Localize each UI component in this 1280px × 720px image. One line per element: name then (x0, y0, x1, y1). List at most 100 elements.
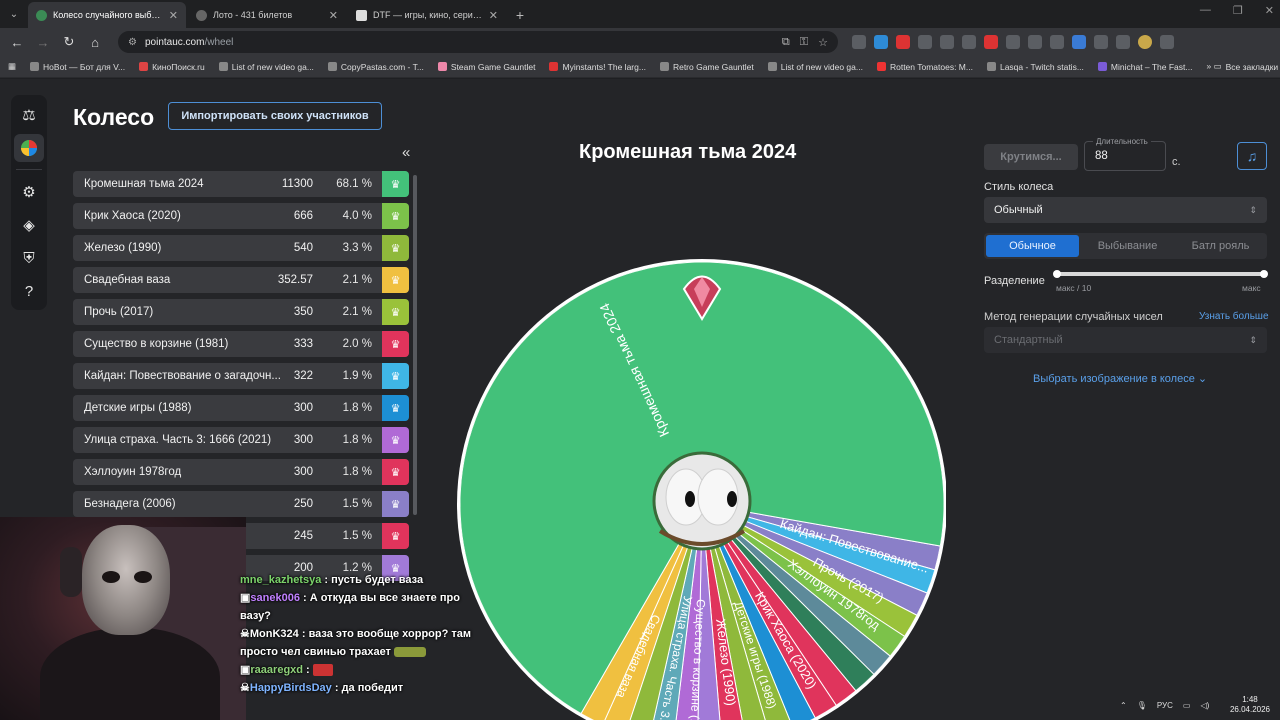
mode-battle-royale[interactable]: Батл рояль (1191, 240, 1250, 252)
puzzle-icon[interactable] (1094, 35, 1108, 49)
chevron-up-icon[interactable]: ⌃ (1120, 700, 1127, 710)
extension-icon[interactable] (874, 35, 888, 49)
gear-icon[interactable]: ⚙ (22, 183, 36, 201)
bookmark[interactable]: Lasqa - Twitch statis... (986, 62, 1084, 72)
bookmark[interactable]: List of new video ga... (218, 62, 314, 72)
bookmark[interactable]: Retro Game Gauntlet (659, 62, 754, 72)
network-icon[interactable]: ▭ (1182, 700, 1191, 710)
extension-icon[interactable] (1028, 35, 1042, 49)
scrollbar[interactable] (413, 175, 417, 515)
bookmark[interactable]: Steam Game Gauntlet (437, 62, 535, 72)
layers-icon[interactable]: ◈ (23, 216, 35, 234)
trophy-icon[interactable]: ♛ (382, 171, 409, 197)
bookmark[interactable]: КиноПоиск.ru (139, 62, 205, 72)
import-participants-button[interactable]: Импортировать своих участников (168, 102, 382, 130)
reload-icon[interactable]: ↻ (63, 34, 75, 49)
trophy-icon[interactable]: ♛ (382, 299, 409, 325)
participant-row[interactable]: Существо в корзине (1981) 333 2.0 % ♛ (73, 331, 409, 357)
trophy-icon[interactable]: ♛ (382, 427, 409, 453)
minimize-icon[interactable]: — (1199, 4, 1211, 16)
trophy-icon[interactable]: ♛ (382, 523, 409, 549)
language-indicator[interactable]: РУС (1156, 700, 1173, 710)
trophy-icon[interactable]: ♛ (382, 267, 409, 293)
extension-icon[interactable] (1006, 35, 1020, 49)
close-window-icon[interactable]: ✕ (1264, 5, 1274, 17)
extension-icon[interactable] (1050, 35, 1064, 49)
bookmark[interactable]: HoBot — Бот для V... (30, 62, 125, 72)
split-slider[interactable] (1054, 272, 1267, 276)
extension-icon[interactable] (1072, 35, 1086, 49)
tab-dtf[interactable]: DTF — игры, кино, сериалы, р ✕ (348, 2, 506, 28)
participant-row[interactable]: Хэллоуин 1978год 300 1.8 % ♛ (73, 459, 409, 485)
site-info-icon[interactable]: ⚙ (128, 36, 137, 48)
choose-image-link[interactable]: Выбрать изображение в колесе ⌄ (1033, 372, 1207, 385)
learn-more-link[interactable]: Узнать больше (1199, 311, 1269, 322)
bookmark-star-icon[interactable]: ☆ (818, 36, 828, 49)
extension-icon[interactable] (896, 35, 910, 49)
slider-thumb-min[interactable] (1053, 270, 1061, 278)
close-tab-icon[interactable]: ✕ (488, 9, 498, 22)
trophy-icon[interactable]: ♛ (382, 395, 409, 421)
mode-elimination[interactable]: Выбывание (1097, 240, 1158, 252)
tab-wheel[interactable]: Колесо случайного выбора – ✕ (28, 2, 186, 28)
mic-icon[interactable]: 🎙 (1136, 700, 1147, 710)
wheel-icon[interactable] (14, 134, 44, 163)
style-select[interactable]: Обычный ⇕ (984, 197, 1267, 223)
participant-row[interactable]: Свадебная ваза 352.57 2.1 % ♛ (73, 267, 409, 293)
trophy-icon[interactable]: ♛ (382, 235, 409, 261)
duration-value[interactable]: 88 (1095, 150, 1108, 162)
extension-icon[interactable] (962, 35, 976, 49)
trophy-icon[interactable]: ♛ (382, 331, 409, 357)
extension-icon[interactable] (984, 35, 998, 49)
participant-row[interactable]: Детские игры (1988) 300 1.8 % ♛ (73, 395, 409, 421)
auction-gavel-icon[interactable]: ⚖ (22, 107, 36, 124)
tab-search-icon[interactable]: ⌄ (9, 8, 19, 20)
bookmark[interactable]: Myinstants! The larg... (549, 62, 646, 72)
participant-row[interactable]: Кромешная тьма 2024 11300 68.1 % ♛ (73, 171, 409, 197)
trophy-icon[interactable]: ♛ (382, 363, 409, 389)
clock[interactable]: 1:48 26.04.2026 (1230, 695, 1270, 715)
trophy-icon[interactable]: ♛ (382, 555, 409, 581)
address-bar[interactable]: ⚙ pointauc.com/wheel ⧉ ⚿ ☆ (118, 31, 838, 53)
help-icon[interactable]: ? (24, 282, 34, 300)
participant-row[interactable]: Крик Хаоса (2020) 666 4.0 % ♛ (73, 203, 409, 229)
music-icon[interactable]: ♫ (1237, 142, 1267, 170)
slider-thumb-max[interactable] (1260, 270, 1268, 278)
extension-icon[interactable] (852, 35, 866, 49)
tab-loto[interactable]: Лото - 431 билетов ✕ (188, 2, 346, 28)
bookmark[interactable]: Minichat – The Fast... (1097, 62, 1192, 72)
avatar[interactable] (1138, 35, 1152, 49)
all-bookmarks[interactable]: » ▭ Все закладки (1206, 61, 1278, 72)
participant-row[interactable]: Железо (1990) 540 3.3 % ♛ (73, 235, 409, 261)
kebab-menu-icon[interactable] (1160, 35, 1174, 49)
close-tab-icon[interactable]: ✕ (168, 9, 178, 22)
menu-icon[interactable] (1116, 35, 1130, 49)
trophy-icon[interactable]: ♛ (382, 459, 409, 485)
close-tab-icon[interactable]: ✕ (328, 9, 338, 22)
shield-icon[interactable]: ⛨ (23, 249, 35, 267)
extension-icon[interactable] (940, 35, 954, 49)
apps-icon[interactable]: ▦ (8, 61, 17, 71)
home-icon[interactable]: ⌂ (91, 34, 99, 50)
forward-icon[interactable]: → (36, 34, 50, 50)
mode-normal[interactable]: Обычное (986, 235, 1079, 257)
password-icon[interactable]: ⚿ (799, 35, 809, 48)
bookmark[interactable]: CopyPastas.com - T... (327, 62, 424, 72)
trophy-icon[interactable]: ♛ (382, 491, 409, 517)
rng-select[interactable]: Стандартный ⇕ (984, 327, 1267, 353)
bookmark[interactable]: Rotten Tomatoes: M... (876, 62, 973, 72)
new-tab-button[interactable]: + (515, 7, 525, 23)
collapse-list-icon[interactable]: « (402, 144, 411, 161)
participant-row[interactable]: Безнадега (2006) 250 1.5 % ♛ (73, 491, 409, 517)
back-icon[interactable]: ← (10, 34, 24, 50)
maximize-icon[interactable]: ❐ (1232, 5, 1243, 17)
extension-icon[interactable] (918, 35, 932, 49)
volume-icon[interactable]: ◁) (1200, 700, 1210, 710)
participant-row[interactable]: Улица страха. Часть 3: 1666 (2021) 300 1.8… (73, 427, 409, 453)
participant-row[interactable]: Прочь (2017) 350 2.1 % ♛ (73, 299, 409, 325)
translate-icon[interactable]: ⧉ (781, 35, 790, 48)
trophy-icon[interactable]: ♛ (382, 203, 409, 229)
spin-button[interactable]: Крутимся... (984, 144, 1078, 170)
participant-row[interactable]: Кайдан: Повествование о загадочн... 322 1.… (73, 363, 409, 389)
